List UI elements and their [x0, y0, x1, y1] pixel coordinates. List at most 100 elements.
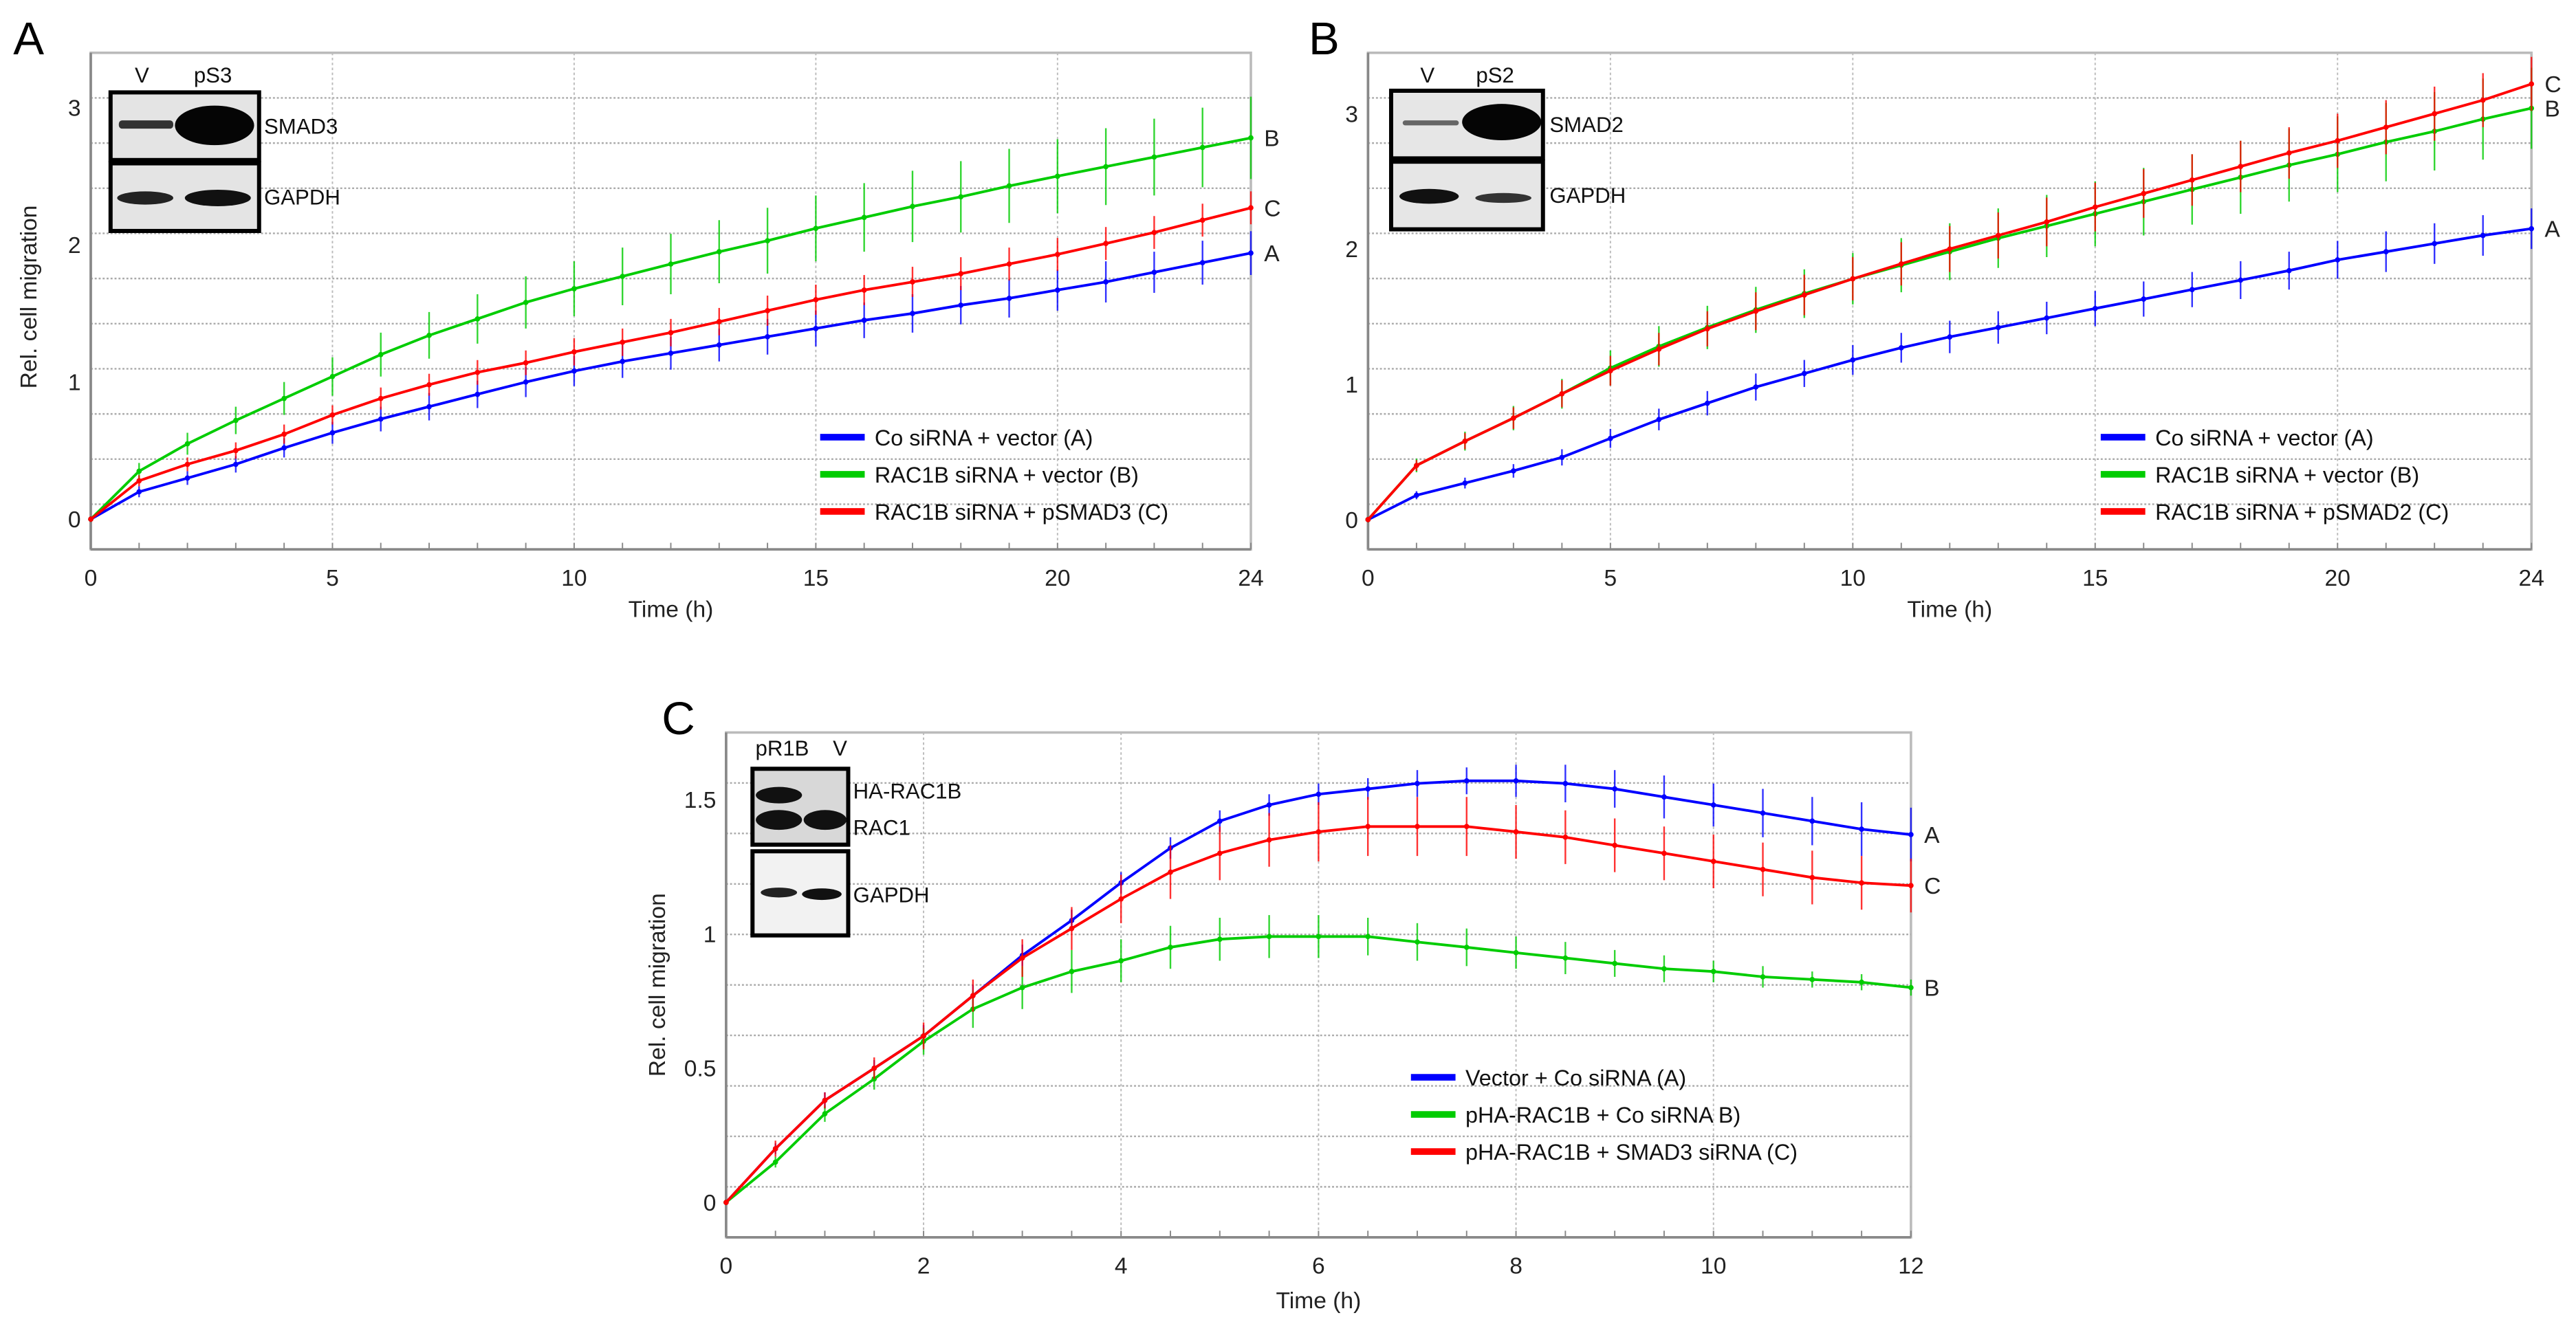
- data-point: [822, 1097, 828, 1103]
- series-end-label: B: [2544, 96, 2559, 122]
- blot-protein-label: GAPDH: [1549, 184, 1626, 208]
- blot-band: [1462, 104, 1542, 140]
- data-point: [1656, 417, 1662, 423]
- data-point: [1151, 269, 1157, 275]
- data-point: [1118, 958, 1124, 964]
- panel-label-b: B: [1309, 13, 1340, 65]
- legend-entry: RAC1B siRNA + pSMAD2 (C): [2155, 500, 2449, 525]
- data-point: [1462, 480, 1468, 486]
- data-point: [2480, 232, 2486, 239]
- blot-band: [175, 105, 254, 146]
- x-tick-label: 10: [1701, 1254, 1726, 1279]
- data-point: [426, 382, 432, 388]
- data-point: [1248, 250, 1254, 256]
- data-point: [958, 302, 964, 308]
- data-point: [2189, 287, 2195, 293]
- data-point: [1859, 826, 1864, 832]
- data-point: [1168, 869, 1173, 875]
- data-point: [1850, 276, 1856, 282]
- data-point: [1151, 230, 1157, 236]
- data-point: [1463, 824, 1470, 830]
- data-point: [716, 319, 722, 324]
- data-point: [813, 297, 819, 302]
- data-point: [281, 431, 287, 437]
- blot-band: [802, 888, 842, 901]
- data-point: [88, 516, 94, 522]
- data-point: [184, 461, 190, 467]
- data-point: [1168, 945, 1173, 950]
- data-point: [233, 448, 239, 454]
- y-tick-label: 3: [68, 96, 81, 122]
- data-point: [813, 225, 819, 232]
- y-tick-label: 0.5: [684, 1057, 717, 1082]
- data-point: [1365, 824, 1371, 830]
- series-c: [1365, 56, 2535, 522]
- legend-entry: pHA-RAC1B + Co siRNA B): [1465, 1103, 1740, 1127]
- data-point: [426, 333, 432, 338]
- data-point: [1908, 883, 1914, 888]
- data-point: [1199, 144, 1205, 151]
- data-point: [1151, 154, 1157, 160]
- data-point: [910, 311, 915, 316]
- data-point: [1415, 939, 1420, 945]
- data-point: [1316, 934, 1322, 940]
- data-point: [474, 369, 481, 375]
- x-tick-label: 10: [1840, 566, 1866, 591]
- x-tick-label: 12: [1898, 1254, 1923, 1279]
- y-tick-label: 0: [68, 507, 81, 533]
- data-point: [329, 373, 336, 379]
- data-point: [2189, 177, 2195, 183]
- blot-band: [184, 189, 251, 206]
- x-tick-label: 0: [720, 1254, 733, 1279]
- y-axis-label: Rel. cell migration: [645, 893, 670, 1077]
- chart-panel-c: 0 2 4 6 8 10 12 0 0.5 1 1.5 Time (h) Rel. cell migra…: [645, 731, 1941, 1314]
- data-point: [1463, 778, 1470, 784]
- data-point: [1809, 874, 1815, 881]
- data-point: [1216, 936, 1223, 943]
- data-point: [1414, 463, 1419, 468]
- data-point: [136, 489, 142, 495]
- legend-entry: RAC1B siRNA + vector (B): [875, 463, 1139, 487]
- data-point: [1661, 794, 1667, 800]
- data-point: [1612, 960, 1617, 967]
- data-point: [822, 1111, 828, 1116]
- y-tick-label: 1: [68, 371, 81, 396]
- data-point: [861, 318, 867, 323]
- blot-lane-label: pS2: [1476, 63, 1514, 87]
- data-point: [620, 358, 626, 364]
- x-tick-label: 20: [2325, 566, 2350, 591]
- data-point: [1511, 468, 1516, 474]
- data-point: [2092, 204, 2098, 210]
- data-point: [1513, 778, 1519, 784]
- x-tick-label: 0: [85, 566, 98, 591]
- chart-panel-b: 0 5 10 15 20 24 0 1 2 3 Time (h) A Co siRNA + vector…: [1345, 51, 2562, 623]
- data-point: [1908, 832, 1914, 837]
- x-axis-label: Time (h): [1276, 1288, 1362, 1314]
- data-point: [571, 349, 577, 355]
- data-point: [958, 194, 964, 200]
- data-point: [2286, 267, 2292, 274]
- data-point: [1069, 925, 1075, 932]
- data-point: [921, 1033, 926, 1039]
- x-axis-label: Time (h): [1907, 597, 1992, 623]
- data-point: [1801, 371, 1807, 377]
- data-point: [1898, 345, 1904, 351]
- data-point: [329, 412, 336, 418]
- data-point: [1753, 308, 1759, 314]
- data-point: [1462, 438, 1468, 444]
- data-point: [1103, 241, 1109, 246]
- x-tick-label: 10: [561, 566, 587, 591]
- data-point: [1760, 810, 1766, 816]
- blot-lane-label: pS3: [194, 63, 232, 87]
- data-point: [2529, 81, 2535, 87]
- blot-protein-label: RAC1: [853, 815, 910, 839]
- series-end-label: A: [1924, 823, 1940, 848]
- blot-lane-label: pR1B: [755, 736, 809, 760]
- y-axis-label: Rel. cell migration: [17, 206, 42, 389]
- data-point: [426, 404, 432, 410]
- data-point: [1710, 969, 1716, 974]
- data-point: [136, 468, 142, 474]
- blot-band: [803, 810, 847, 830]
- data-point: [1513, 829, 1519, 835]
- blot-lane-label: V: [1420, 63, 1434, 87]
